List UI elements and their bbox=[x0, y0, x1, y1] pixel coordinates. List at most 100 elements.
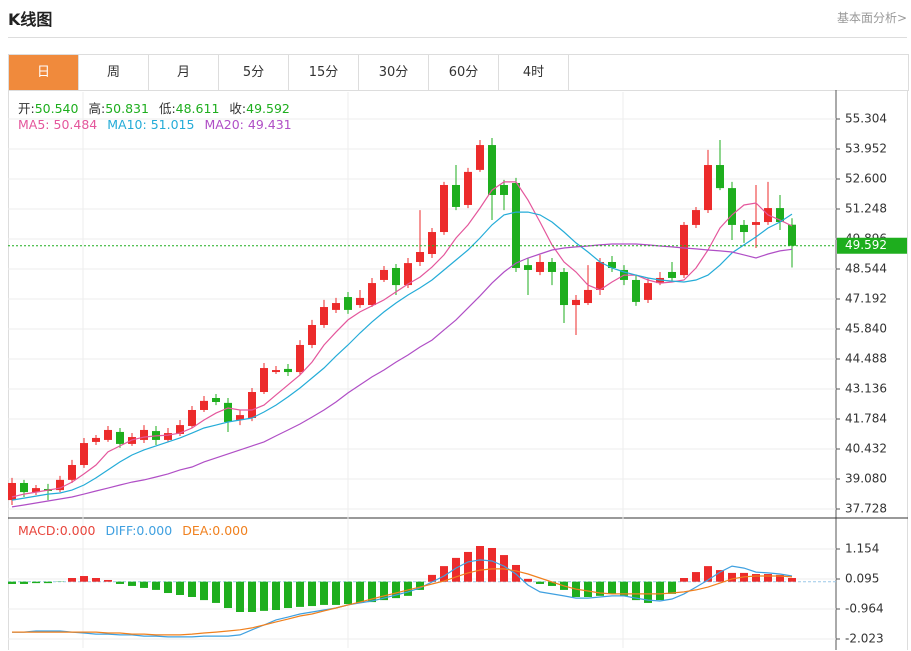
y-tick-label: 44.488 bbox=[845, 351, 887, 365]
macd-bar bbox=[380, 581, 388, 601]
candle-body bbox=[476, 145, 484, 170]
period-tab[interactable]: 5分 bbox=[219, 55, 289, 90]
candle-body bbox=[500, 184, 508, 195]
candle-body bbox=[20, 482, 28, 493]
candle-body bbox=[56, 479, 64, 491]
macd-bar bbox=[212, 581, 220, 603]
macd-bar bbox=[608, 581, 616, 594]
period-tab[interactable]: 周 bbox=[79, 55, 149, 90]
candle-body bbox=[188, 409, 196, 426]
candle-body bbox=[488, 145, 496, 195]
candle-body bbox=[716, 165, 724, 189]
macd-bar bbox=[152, 581, 160, 590]
y-tick-label: 40.432 bbox=[845, 441, 887, 455]
macd-bar bbox=[176, 581, 184, 596]
candle-body bbox=[632, 279, 640, 302]
y-tick-label: 51.248 bbox=[845, 202, 887, 216]
candle-body bbox=[704, 165, 712, 211]
macd-bar bbox=[644, 581, 652, 603]
candle-body bbox=[380, 269, 388, 280]
info-item: 低:48.611 bbox=[159, 98, 219, 117]
macd-bar bbox=[440, 566, 448, 582]
legend-name: DIFF: bbox=[105, 523, 137, 538]
y-tick-label: 43.136 bbox=[845, 381, 887, 395]
y-tick-label: 41.784 bbox=[845, 411, 887, 425]
candle-body bbox=[320, 307, 328, 326]
info-value: 50.540 bbox=[34, 101, 79, 116]
macd-line bbox=[12, 568, 793, 636]
macd-bar bbox=[656, 581, 664, 601]
candle-body bbox=[296, 344, 304, 373]
macd-bar bbox=[140, 581, 148, 588]
macd-bar bbox=[392, 581, 400, 599]
macd-bar bbox=[284, 581, 292, 609]
macd-bar bbox=[296, 581, 304, 607]
candle-body bbox=[560, 271, 568, 306]
candle-body bbox=[644, 283, 652, 300]
candle-body bbox=[368, 283, 376, 306]
macd-bar bbox=[776, 574, 784, 582]
last-price-box bbox=[837, 237, 907, 254]
candle-body bbox=[788, 224, 796, 246]
macd-bar bbox=[308, 581, 316, 607]
period-tab[interactable]: 30分 bbox=[359, 55, 429, 90]
candle-body bbox=[116, 431, 124, 444]
candle-body bbox=[392, 267, 400, 286]
info-label: 开: bbox=[18, 101, 35, 116]
candle-body bbox=[200, 400, 208, 410]
legend-value: 0.000 bbox=[59, 523, 96, 538]
period-tab[interactable]: 月 bbox=[149, 55, 219, 90]
candle-body bbox=[536, 261, 544, 272]
period-tab[interactable]: 4时 bbox=[499, 55, 569, 90]
macd-bar bbox=[344, 581, 352, 605]
macd-bar bbox=[752, 574, 760, 582]
candle-body bbox=[344, 297, 352, 310]
info-value: 48.611 bbox=[175, 101, 220, 116]
y-tick-label: 55.304 bbox=[845, 112, 887, 126]
macd-bar bbox=[20, 581, 28, 584]
y-tick-label: 47.192 bbox=[845, 291, 887, 305]
candle-body bbox=[740, 224, 748, 233]
candle-body bbox=[164, 433, 172, 440]
candle-body bbox=[32, 488, 40, 493]
period-tab[interactable]: 日 bbox=[9, 55, 79, 90]
macd-bar bbox=[596, 581, 604, 596]
period-tab[interactable]: 15分 bbox=[289, 55, 359, 90]
macd-line bbox=[12, 559, 793, 638]
legend-name: MACD: bbox=[18, 523, 60, 538]
macd-bar bbox=[368, 581, 376, 603]
candle-body bbox=[80, 443, 88, 466]
fundamental-link[interactable]: 基本面分析> bbox=[836, 11, 907, 25]
candle-body bbox=[404, 263, 412, 286]
candle-body bbox=[236, 415, 244, 420]
legend-item: DEA:0.000 bbox=[182, 523, 248, 538]
macd-bar bbox=[32, 581, 40, 584]
info-value: 49.592 bbox=[246, 101, 290, 116]
info-item: 收:49.592 bbox=[229, 98, 289, 117]
ma-line bbox=[11, 243, 793, 508]
candle-body bbox=[680, 224, 688, 276]
chart-frame bbox=[8, 90, 908, 650]
period-tab[interactable]: 60分 bbox=[429, 55, 499, 90]
legend-value: 0.000 bbox=[212, 523, 249, 538]
candle-body bbox=[92, 437, 100, 442]
candle-body bbox=[356, 297, 364, 306]
y-tick-label: 53.952 bbox=[845, 142, 887, 156]
candle-body bbox=[332, 303, 340, 310]
legend-value: 0.000 bbox=[136, 523, 173, 538]
separator bbox=[8, 37, 907, 38]
ma-line bbox=[11, 211, 793, 501]
y-tick-label: -0.964 bbox=[845, 601, 884, 615]
candle-body bbox=[608, 261, 616, 268]
macd-bar bbox=[680, 578, 688, 582]
legend-item: MA5: 50.484 bbox=[18, 117, 97, 132]
macd-bar bbox=[488, 547, 496, 582]
candle-body bbox=[428, 232, 436, 254]
legend-value: 50.484 bbox=[53, 117, 98, 132]
macd-bar bbox=[80, 576, 88, 582]
macd-bar bbox=[764, 574, 772, 582]
y-tick-label: 37.728 bbox=[845, 501, 887, 515]
macd-bar bbox=[452, 557, 460, 582]
macd-bar bbox=[68, 578, 76, 582]
candle-body bbox=[272, 370, 280, 373]
